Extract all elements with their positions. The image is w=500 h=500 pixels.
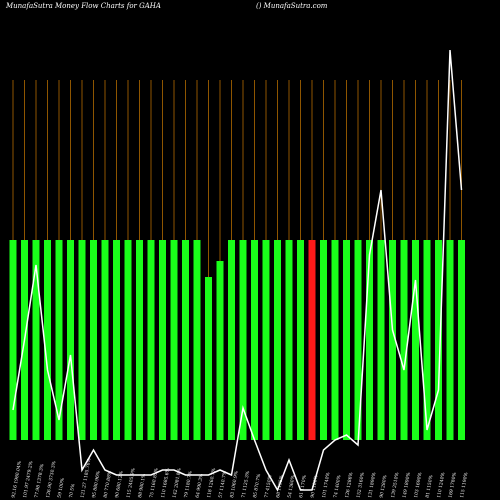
x-tick-label: 139 2510% [390, 471, 401, 498]
bar [124, 240, 132, 440]
bar [101, 240, 109, 440]
bar [205, 277, 212, 440]
x-tick-label: 126 1286% [344, 471, 355, 498]
bar [285, 240, 293, 440]
x-tick-label: 95 880.96% [91, 470, 102, 499]
x-tick-label: 77.98 1378.3% [34, 463, 46, 499]
bar [78, 240, 86, 440]
bar [435, 240, 442, 440]
x-tick-label: 64 990.3% [195, 473, 205, 499]
bar [239, 240, 247, 440]
x-tick-label: 61 1170% [298, 474, 308, 498]
bar [274, 240, 281, 440]
bar [170, 240, 178, 440]
bar [228, 240, 235, 440]
bar [147, 240, 155, 440]
x-tick-label: 80 770.88% [103, 470, 114, 499]
bar [354, 240, 362, 440]
bar [55, 240, 63, 440]
bar [308, 240, 316, 440]
bar [343, 240, 350, 440]
x-tick-label: 79 1180.7% [183, 470, 194, 499]
bar [366, 240, 373, 440]
x-tick-label: 92.16 1980.04% [11, 460, 23, 498]
x-tick-label: 152 3160% [356, 471, 367, 498]
x-tick-label: 81 1150% [425, 474, 435, 498]
x-tick-label: 131 1890% [367, 471, 378, 498]
x-tick-label: 74 1400% [333, 474, 343, 498]
bar [377, 240, 385, 440]
bar [297, 240, 304, 440]
money-flow-line [12, 49, 463, 492]
bar [136, 240, 143, 440]
x-tick-label: 103 1690% [413, 471, 424, 498]
x-tick-label: 115 1190% [459, 471, 470, 498]
x-tick-label: 68 1195% [275, 474, 285, 498]
x-tick-label: 70 5% [68, 483, 77, 499]
bar [400, 240, 408, 440]
x-tick-label: 110 1240% [436, 471, 447, 498]
x-tick-label: 83 1060.9% [229, 470, 240, 499]
bar [159, 240, 166, 440]
bar [113, 240, 120, 440]
bar [458, 240, 465, 440]
x-tick-label: 77 4150% [264, 474, 274, 498]
chart-subtitle: () MunafaSutra.com [256, 2, 328, 10]
x-tick-label: 90 1180% [310, 474, 320, 498]
x-tick-label: 71 1125.3% [241, 470, 252, 499]
x-tick-label: 142 2081.8% [172, 467, 183, 498]
bar [67, 240, 74, 440]
x-tick-label: 149 1890% [402, 471, 413, 498]
x-tick-label: 101 1740% [321, 471, 332, 498]
x-tick-label: 169 1780% [448, 471, 459, 498]
x-tick-label: 75 1160.85% [149, 467, 160, 498]
bar [446, 240, 454, 440]
bar [9, 240, 17, 440]
x-tick-label: 88 980.1% [137, 473, 147, 499]
bar [182, 240, 189, 440]
bar [412, 240, 419, 440]
bar [216, 261, 224, 440]
x-tick-label: 54 1360% [287, 474, 297, 498]
x-tick-label: 126.90 3730.3% [45, 460, 57, 498]
bar [193, 240, 201, 440]
bar [389, 240, 396, 440]
x-tick-label: 90 1280% [379, 474, 389, 498]
bar [251, 240, 258, 440]
bar [423, 240, 431, 440]
bar [32, 240, 40, 440]
x-tick-label: 115 2405.9% [126, 467, 137, 498]
bar [320, 240, 327, 440]
x-tick-label: 85 870.7% [252, 473, 262, 499]
bar [331, 240, 339, 440]
bar [90, 240, 97, 440]
x-tick-label: 118 1260.7% [206, 467, 217, 498]
bar [262, 240, 270, 440]
x-tick-label: 57 1140.7% [218, 470, 229, 499]
x-tick-label: 59 100% [57, 477, 67, 498]
x-tick-label: 101.97 2479.2% [22, 460, 34, 498]
bar [44, 240, 51, 440]
chart-title: MunafaSutra Money Flow Charts for GAHA [5, 2, 161, 10]
x-tick-label: 90 680.12% [114, 470, 125, 499]
x-tick-label: 110 1685.6% [160, 467, 171, 498]
